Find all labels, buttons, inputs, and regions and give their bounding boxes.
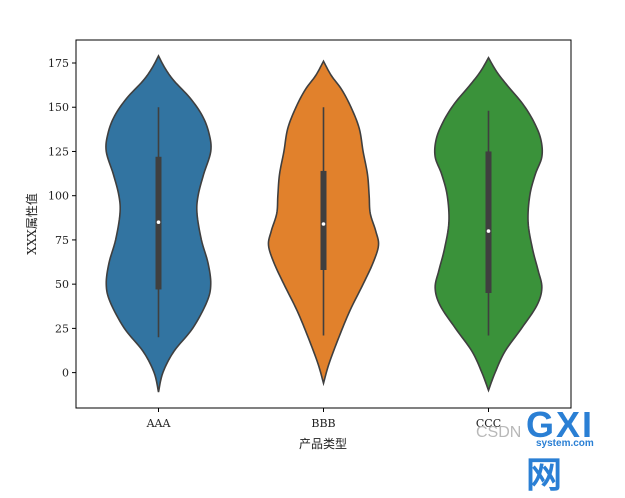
x-axis: AAA BBB CCC <box>146 408 501 430</box>
watermark-csdn: CSDN <box>476 424 522 441</box>
y-axis: 0 25 50 75 100 125 150 175 <box>48 57 76 380</box>
x-tick-label: AAA <box>146 417 172 430</box>
violin-chart: 0 25 50 75 100 125 150 175 AAA BBB CCC 产品类型 XXX属性… <box>24 39 572 451</box>
median-dot-ccc <box>486 229 491 233</box>
y-tick-label: 75 <box>55 234 69 247</box>
watermark-logo: GXI网 <box>526 404 595 495</box>
watermark-site: system.com <box>536 438 594 449</box>
x-tick-label: BBB <box>311 417 335 430</box>
y-tick-label: 50 <box>55 278 69 291</box>
iqr-box-bbb <box>320 170 327 270</box>
y-tick-label: 0 <box>62 367 69 380</box>
y-tick-label: 100 <box>48 190 69 203</box>
x-tick-label: CCC <box>476 417 501 430</box>
iqr-box-ccc <box>485 151 492 293</box>
y-tick-label: 175 <box>48 57 69 70</box>
violins-group <box>105 54 544 393</box>
median-dot-aaa <box>156 220 161 225</box>
y-axis-label: XXX属性值 <box>24 193 39 255</box>
x-axis-label: 产品类型 <box>299 437 347 451</box>
y-tick-label: 125 <box>48 145 69 158</box>
median-dot-bbb <box>321 222 326 226</box>
y-tick-label: 150 <box>48 101 69 114</box>
y-tick-label: 25 <box>55 322 69 335</box>
